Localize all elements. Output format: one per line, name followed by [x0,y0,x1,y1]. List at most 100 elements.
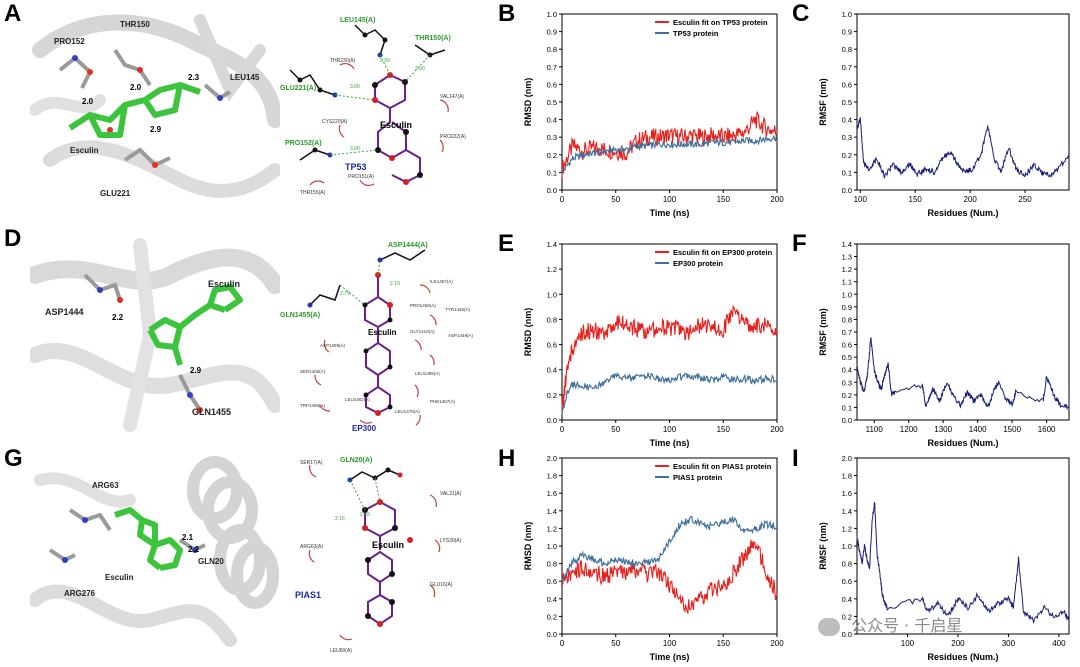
x-tick-label: 1400 [969,425,987,434]
plot-frame [856,13,1070,191]
series-line [561,110,778,178]
y-tick-label: 0.4 [842,116,852,125]
x-tick-label: 150 [717,195,731,204]
y-tick-label: 1.4 [547,240,557,249]
x-tick-label: 100 [663,425,677,434]
contact-residue: PHE1467(A) [430,399,456,404]
docking-3d-tp53: PRO152 THR150 LEU145 GLU221 Esculin 2.0 … [30,10,280,200]
x-tick-label: 200 [770,639,784,648]
y-tick-label: 1.1 [842,278,852,287]
legend-label: TP53 protein [673,29,719,38]
hbond-distance: 3.00 [350,84,360,90]
series-line [561,304,778,415]
contact-residue: PRO1458(A) [410,303,436,308]
panel-letter-h: H [498,445,516,472]
watermark-text: 公众号 · 千启星 [851,616,963,635]
x-tick-label: 50 [611,195,620,204]
distance-label: 2.0 [82,97,94,106]
x-tick-label: 50 [611,425,620,434]
x-tick-label: 0 [560,425,565,434]
distance-label: 2.1 [182,533,194,542]
y-tick-label: 1.0 [547,542,557,551]
y-axis-label: RMSD (nm) [523,78,533,127]
y-tick-label: 1.2 [842,265,852,274]
x-axis-label: Time (ns) [650,208,690,218]
y-tick-label: 0.6 [547,341,557,350]
hbond-residue: GLU221(A) [280,85,316,92]
y-tick-label: 1.4 [547,507,557,516]
x-tick-label: 100 [854,195,868,204]
ligand-label: Esculin [368,328,397,337]
y-tick-label: 1.2 [547,265,557,274]
contact-residue: TYR1446(A) [445,307,471,312]
hbond-distance: 3.00 [350,146,360,152]
rmsf-chart-ep300: 0.0 0.1 0.2 0.3 0.4 0.5 0.6 0.7 0.8 0.9 1.0 1.1 1.2 1… [818,240,1070,448]
x-tick-label: 150 [717,639,731,648]
x-tick-label: 200 [963,195,977,204]
x-tick-label: 50 [611,639,620,648]
contact-residue: THR155(A) [300,190,326,196]
y-axis-label: RMSF (nm) [818,308,828,356]
y-tick-label: 1.8 [842,472,852,481]
y-tick-label: 1.6 [547,489,557,498]
panel-letter-d: D [4,225,22,252]
contact-residue: ILE1457(A) [430,279,453,284]
y-tick-label: 0.3 [842,133,852,142]
panel-letter-e: E [498,230,515,257]
panel-letter-f: F [792,230,807,257]
y-tick-label: 0.0 [547,416,557,425]
hbond-distance: 2.99 [380,58,390,64]
wechat-icon [818,617,840,636]
legend-label: PIAS1 protein [673,473,723,482]
y-tick-label: 0.3 [547,133,557,142]
hbond-distance: 2.79 [340,291,350,297]
contact-residue: VAL21(A) [440,491,462,497]
residue-label: GLN1455 [192,407,231,417]
contact-residue: LEU1478(A) [395,409,420,414]
residue-label: GLU221 [100,189,131,198]
x-axis-label: Residues (Num.) [927,438,998,448]
series-line [561,539,778,614]
residue-label: ASP1444 [45,307,84,317]
ligplot-pias1: GLN20(A) 2.16 2.39 SER17(A) VAL21(A) ARG… [295,457,462,654]
y-tick-label: 0.8 [842,45,852,54]
y-tick-label: 0.4 [547,366,557,375]
hbond-residue: THR150(A) [415,35,451,42]
y-tick-label: 0.0 [842,186,852,195]
y-tick-label: 0.7 [842,328,852,337]
y-axis-label: RMSD (nm) [523,308,533,357]
y-tick-label: 1.0 [842,542,852,551]
x-axis-label: Time (ns) [650,652,690,662]
contact-residue: LYS30(A) [440,538,462,544]
protein-label: PIAS1 [295,590,321,600]
x-tick-label: 200 [770,425,784,434]
series-line [856,336,1070,411]
watermark: 公众号 · 千启星 [818,612,962,636]
series-line [856,117,1070,179]
y-tick-label: 0.8 [547,315,557,324]
hbond-distance: 2.19 [390,281,400,287]
plot-frame [856,457,1070,635]
x-tick-label: 1500 [1003,425,1021,434]
contact-residue: SER17(A) [300,460,323,466]
contact-residue: ASP1449(A) [448,333,474,338]
y-tick-label: 0.5 [842,353,852,362]
y-tick-label: 1.4 [842,507,852,516]
ligand-label: Esculin [70,146,99,155]
panel-letter-c: C [792,0,810,27]
ligand-label: Esculin [372,540,404,550]
y-tick-label: 0.7 [842,63,852,72]
contact-residue: ASP1399(A) [320,343,346,348]
y-tick-label: 0.4 [842,595,852,604]
y-tick-label: 0.6 [842,577,852,586]
residue-label: GLN20 [198,557,224,566]
y-tick-label: 1.8 [547,472,557,481]
distance-label: 2.2 [112,313,124,322]
y-axis-label: RMSF (nm) [818,522,828,570]
y-tick-label: 1.2 [547,524,557,533]
distance-label: 2.2 [188,545,200,554]
ligand-label: Esculin [105,573,134,582]
y-tick-label: 0.0 [547,630,557,639]
x-axis-label: Time (ns) [650,438,690,448]
x-tick-label: 1200 [900,425,918,434]
